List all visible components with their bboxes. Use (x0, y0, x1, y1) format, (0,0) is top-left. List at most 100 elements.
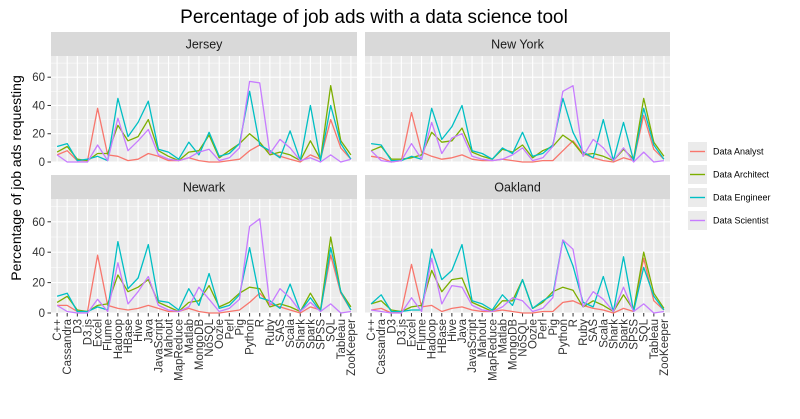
y-tick-label: 0 (39, 308, 45, 320)
x-tick-label: D3.js (396, 319, 408, 345)
y-tick-label: 20 (32, 278, 45, 290)
x-tick-label: NoSQL (204, 318, 216, 356)
chart-title: Percentage of job ads with a data scienc… (180, 7, 568, 28)
x-tick-label: Java (143, 318, 155, 343)
series-line-data-scientist (370, 85, 664, 163)
legend-item: Data Architect (688, 165, 770, 184)
x-tick-label: HBase (123, 319, 135, 354)
x-tick-label: ZooKeeper (659, 319, 671, 376)
series-line-data-analyst (371, 111, 665, 163)
x-tick-label: Hive (133, 319, 145, 342)
y-tick-label: 40 (32, 100, 45, 112)
x-tick-label: Tableau (649, 319, 661, 359)
x-tick-label: Python (245, 319, 257, 355)
x-tick-label: ZooKeeper (346, 319, 358, 376)
x-tick-label: Cassandra (376, 318, 388, 374)
series-line-data-engineer (56, 90, 352, 162)
x-tick-label: MongoDB (507, 319, 519, 370)
facet-strip-label: Oakland (494, 181, 541, 195)
facet-strip-label: New York (491, 38, 545, 52)
x-tick-label: Tableau (336, 319, 348, 359)
facet-panel-new-york: New York (365, 32, 670, 163)
series-line-data-scientist (371, 239, 664, 314)
x-tick-label: SPSS (316, 319, 328, 350)
facet-panel-oakland: Oakland C++CassandraD3D3.jsExcelFlumeHado… (365, 175, 671, 381)
legend-item: Data Scientist (688, 211, 769, 230)
x-tick-label: Flume (103, 319, 115, 351)
x-tick-label: Spark (619, 319, 631, 349)
x-tick-label: Mahout (164, 318, 176, 357)
series-line-data-analyst (56, 107, 352, 163)
x-tick-label: SPSS (629, 319, 641, 350)
x-tick-label: Excel (93, 319, 105, 347)
x-tick-label: D3.js (82, 319, 94, 345)
facet-panel-jersey: Jersey 0 20 40 60 (32, 32, 357, 169)
legend-label: Data Scientist (713, 216, 769, 226)
x-tick-label: JavaScript (153, 318, 165, 372)
facet-strip (51, 32, 357, 56)
series-line-data-scientist (56, 218, 351, 314)
x-tick-label: C++ (52, 319, 64, 341)
y-tick-label: 60 (32, 72, 45, 84)
x-tick-label: Flume (417, 319, 429, 351)
x-tick-label: Java (457, 318, 469, 343)
facet-strip-label: Jersey (186, 38, 224, 52)
x-tick-label: Mahout (477, 318, 489, 357)
x-tick-label: Spark (305, 319, 317, 349)
x-tick-label: Pig (234, 319, 246, 336)
x-tick-label: NoSQL (518, 318, 530, 356)
x-tick-label: MapReduce (487, 319, 499, 381)
legend-item: Data Engineer (688, 188, 771, 207)
x-tick-label: Matlab (184, 319, 196, 354)
x-tick-label: Python (558, 319, 570, 355)
y-tick-label: 60 (32, 217, 45, 229)
x-tick-label: SQL (326, 318, 338, 342)
x-tick-label: Scala (598, 318, 610, 347)
x-tick-label: SAS (588, 319, 600, 342)
x-tick-label: Shark (608, 319, 620, 349)
x-tick-label: C++ (366, 319, 378, 341)
x-tick-label: D3 (386, 319, 398, 334)
x-tick-label: Perl (538, 319, 550, 339)
facet-panel-newark: Newark 0 20 40 60 C++CassandraD3D3.jsExcelFlu… (32, 175, 358, 381)
x-tick-label: SQL (639, 318, 651, 342)
x-tick-label: Matlab (497, 319, 509, 354)
x-tick-label: MongoDB (194, 319, 206, 370)
facet-strip-label: Newark (183, 181, 226, 195)
x-tick-label: Oozie (528, 319, 540, 349)
y-tick-label: 0 (39, 157, 45, 169)
x-tick-label: Ruby (578, 319, 590, 346)
y-tick-label: 40 (32, 247, 45, 259)
series-line-data-engineer (371, 97, 665, 162)
x-tick-label: Pig (548, 319, 560, 336)
x-tick-label: Hadoop (427, 319, 439, 359)
x-tick-label: R (255, 319, 267, 327)
facet-strip (365, 32, 670, 56)
legend-label: Data Architect (713, 170, 770, 180)
facet-strip (51, 175, 357, 199)
y-axis-title: Percentage of job ads requesting (8, 75, 24, 280)
y-tick-label: 20 (32, 129, 45, 141)
facet-strip (365, 175, 670, 199)
series-line-data-analyst (57, 254, 352, 314)
series-line-data-analyst (370, 257, 665, 314)
x-tick-label: Ruby (265, 319, 277, 346)
legend: Data Analyst Data Architect Data Engineer D… (686, 140, 796, 232)
x-tick-label: Hive (447, 319, 459, 342)
x-tick-label: Oozie (214, 319, 226, 349)
legend-item: Data Analyst (688, 142, 764, 161)
legend-label: Data Engineer (713, 193, 771, 203)
x-tick-label: Excel (406, 319, 418, 347)
series-line-data-scientist (56, 80, 352, 163)
x-tick-label: D3 (72, 319, 84, 334)
x-tick-label: HBase (437, 319, 449, 354)
x-tick-label: JavaScript (467, 318, 479, 372)
x-tick-label: Hadoop (113, 319, 125, 359)
x-tick-label: Shark (295, 319, 307, 349)
x-tick-label: R (568, 319, 580, 327)
legend-label: Data Analyst (713, 147, 764, 157)
x-tick-label: Cassandra (62, 318, 74, 374)
